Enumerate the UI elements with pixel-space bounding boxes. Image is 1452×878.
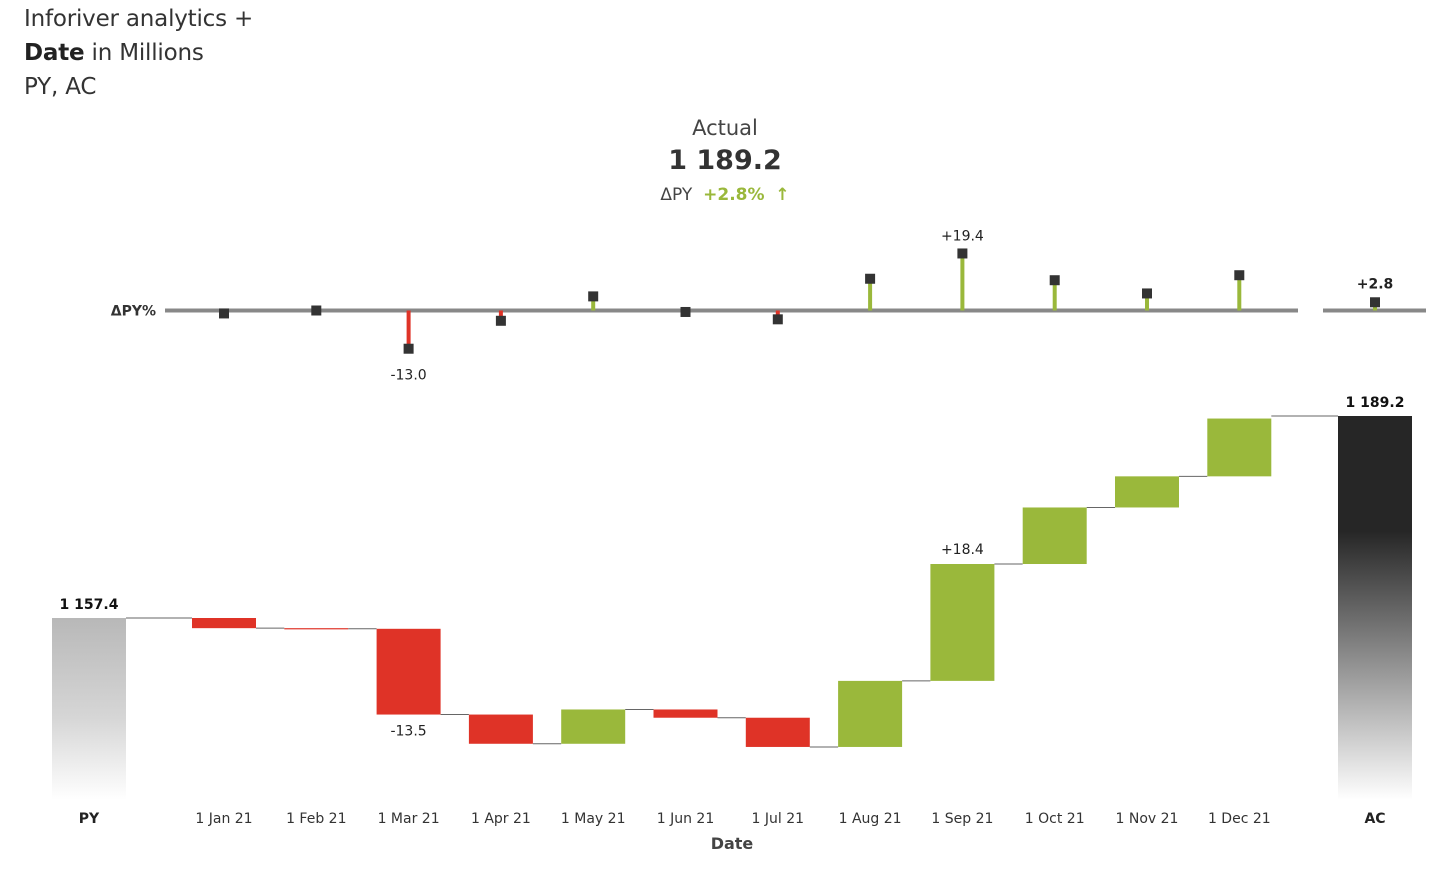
bar-1-mar-21 (376, 628, 441, 715)
tick-label-1-feb-21: 1 Feb 21 (286, 811, 346, 827)
kpi-value: 1 189.2 (668, 145, 782, 176)
waterfall-chart: 1 157.4 -13.5 +18.4 1 189.2 (52, 395, 1412, 800)
py-bar (52, 618, 126, 800)
chart-title-dimension: Date (24, 40, 85, 66)
tick-label-1-may-21: 1 May 21 (561, 811, 626, 827)
bar-1-nov-21 (1115, 476, 1179, 508)
bar-1-jul-21 (745, 717, 810, 747)
delta-label-1-mar-21: -13.0 (390, 368, 426, 384)
bar-1-sep-21 (930, 564, 995, 681)
kpi-label: Actual (692, 116, 758, 140)
kpi-delta: ΔPY +2.8% ↑ (525, 185, 925, 205)
delta-1-aug-21-marker (865, 273, 876, 284)
ac-value-label: 1 189.2 (1346, 395, 1405, 411)
chart-title-line2: Date in Millions (24, 40, 204, 66)
kpi-delta-value: +2.8% (703, 185, 765, 205)
chart-title-line3: PY, AC (24, 74, 97, 100)
bar-1-jun-21 (653, 709, 718, 718)
bar-1-feb-21 (284, 628, 349, 630)
delta-1-jan-21-marker (219, 308, 229, 319)
x-axis-title: Date (711, 834, 754, 853)
tick-label-py: PY (79, 811, 100, 827)
delta-total-marker (1370, 297, 1380, 308)
tick-label-1-jan-21: 1 Jan 21 (195, 811, 252, 827)
bar-1-may-21 (561, 709, 626, 744)
tick-label-1-jun-21: 1 Jun 21 (657, 811, 715, 827)
delta-1-mar-21-marker (403, 343, 414, 354)
chart-title-unit: in Millions (84, 40, 204, 66)
bar-1-jan-21 (192, 618, 256, 629)
tick-label-1-jul-21: 1 Jul 21 (752, 811, 805, 827)
delta-1-may-21-marker (588, 291, 599, 302)
delta-1-dec-21-marker (1234, 270, 1245, 281)
bar-1-oct-21 (1022, 507, 1087, 565)
delta-label-1-sep-21: +19.4 (941, 228, 984, 244)
tick-label-ac: AC (1364, 811, 1385, 827)
chart-title-line1: Inforiver analytics + (24, 6, 254, 32)
delta-1-jul-21-marker (772, 314, 783, 325)
up-arrow-icon: ↑ (775, 185, 790, 205)
delta-py-chart: ΔPY% -13.0 +19.4 +2.8 (111, 228, 1426, 384)
delta-1-jun-21-marker (680, 306, 691, 317)
bar-1-aug-21 (838, 680, 903, 747)
tick-label-1-oct-21: 1 Oct 21 (1025, 811, 1085, 827)
bar-label-1-sep-21: +18.4 (941, 542, 984, 558)
delta-1-feb-21-marker (311, 305, 322, 316)
delta-1-apr-21-marker (495, 315, 506, 326)
x-axis: PY 1 Jan 21 1 Feb 21 1 Mar 21 1 Apr 21 1 May … (79, 811, 1386, 853)
bar-1-dec-21 (1207, 418, 1272, 477)
kpi-delta-label: ΔPY (660, 185, 693, 205)
bar-1-apr-21 (468, 714, 533, 744)
delta-axis-label: ΔPY% (111, 304, 156, 320)
bar-label-1-mar-21: -13.5 (390, 724, 426, 740)
delta-1-nov-21-marker (1142, 288, 1152, 299)
py-value-label: 1 157.4 (60, 597, 119, 613)
tick-label-1-mar-21: 1 Mar 21 (378, 811, 440, 827)
tick-label-1-dec-21: 1 Dec 21 (1208, 811, 1271, 827)
tick-label-1-sep-21: 1 Sep 21 (931, 811, 993, 827)
delta-1-sep-21-marker (957, 248, 968, 259)
delta-1-oct-21-marker (1049, 275, 1060, 286)
delta-total-label: +2.8 (1357, 276, 1394, 292)
tick-label-1-aug-21: 1 Aug 21 (839, 811, 902, 827)
tick-label-1-nov-21: 1 Nov 21 (1116, 811, 1179, 827)
tick-label-1-apr-21: 1 Apr 21 (471, 811, 531, 827)
ac-bar (1338, 416, 1412, 800)
